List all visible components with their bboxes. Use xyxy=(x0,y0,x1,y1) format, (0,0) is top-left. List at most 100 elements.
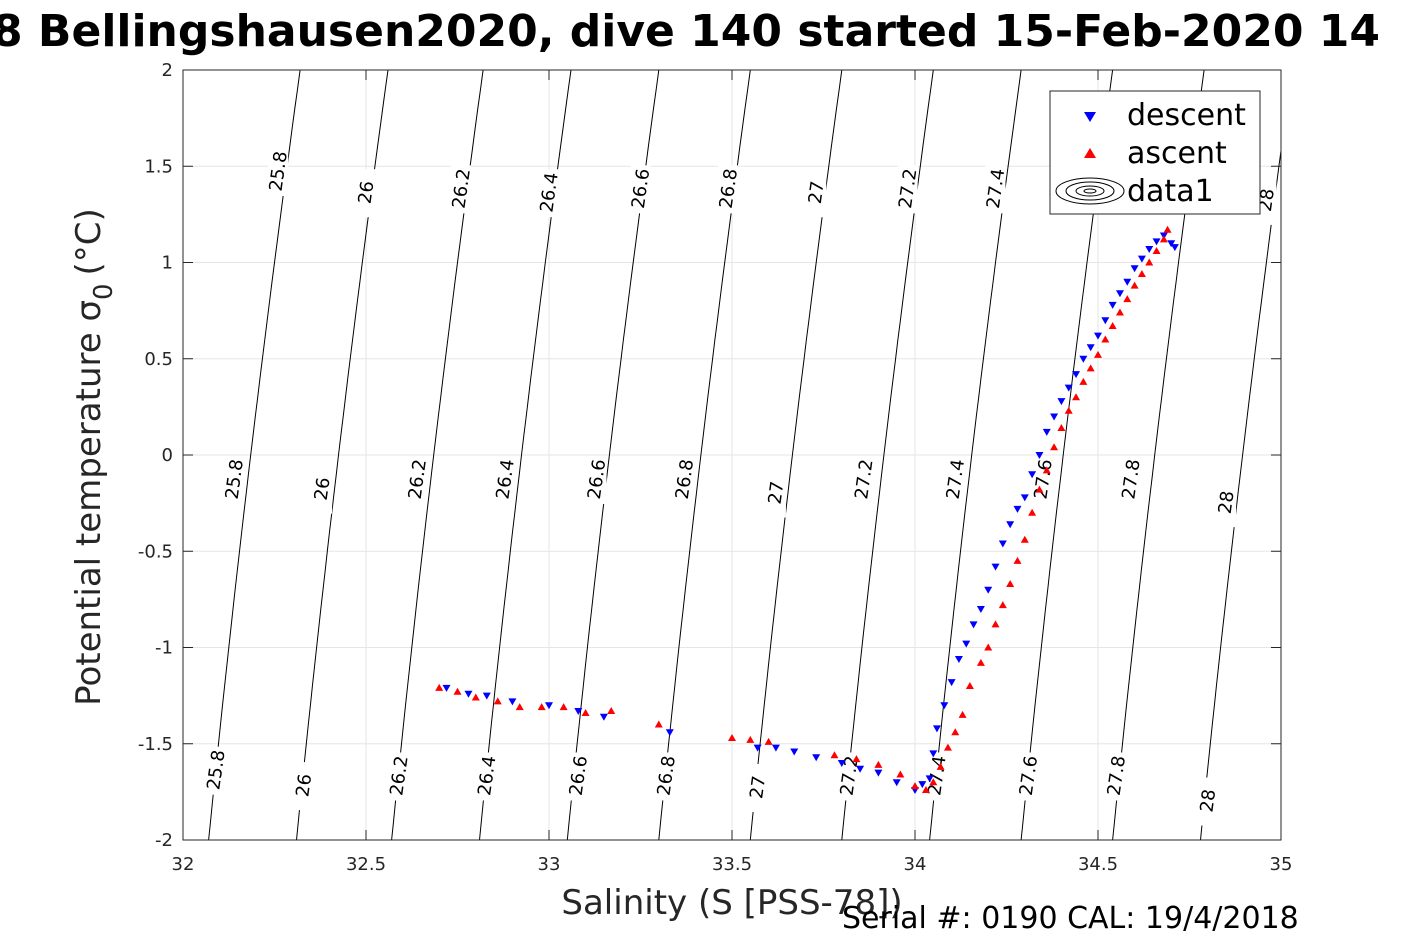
descent-point xyxy=(1130,265,1139,273)
ascent-point xyxy=(435,683,444,691)
ascent-point xyxy=(453,687,462,695)
descent-point xyxy=(1013,505,1022,513)
descent-point xyxy=(790,748,799,756)
isopycnal-label-bg xyxy=(586,456,607,505)
y-tick-label: 0.5 xyxy=(144,349,173,370)
isopycnal-label-bg xyxy=(1256,176,1277,225)
descent-point xyxy=(1079,355,1088,363)
isopycnal-label-bg xyxy=(674,456,695,505)
isopycnal-label-bg xyxy=(1120,456,1141,505)
y-tick-label: 0 xyxy=(162,445,173,466)
isopycnal-label-bg xyxy=(765,469,786,518)
x-tick-label: 33.5 xyxy=(712,854,752,875)
descent-point xyxy=(1028,471,1037,479)
ascent-point xyxy=(1163,225,1172,233)
x-tick-label: 32.5 xyxy=(346,854,386,875)
ascent-point xyxy=(607,707,616,715)
isopycnal-label-bg xyxy=(718,165,739,214)
ascent-point xyxy=(1115,308,1124,316)
x-tick-label: 34 xyxy=(904,854,927,875)
isopycnal-label-bg xyxy=(293,762,314,811)
isopycnal-label-bg xyxy=(312,465,333,514)
descent-point xyxy=(1020,494,1029,502)
descent-point xyxy=(925,775,934,783)
ascent-point xyxy=(991,620,1000,628)
ascent-point xyxy=(1101,335,1110,343)
descent-point xyxy=(998,540,1007,548)
ascent-point xyxy=(936,762,945,770)
y-tick-label: 2 xyxy=(162,60,173,81)
isopycnal-line xyxy=(208,70,301,840)
y-axis-label-unit: (°C) xyxy=(69,208,109,275)
descent-point xyxy=(665,729,674,737)
ascent-point xyxy=(1064,406,1073,414)
ascent-point xyxy=(1094,350,1102,358)
isopycnal-label-bg xyxy=(1216,479,1237,528)
ascent-point xyxy=(921,785,930,793)
ascent-point xyxy=(1159,235,1168,243)
y-tick-label: 1 xyxy=(162,253,173,274)
ascent-point xyxy=(896,770,905,778)
ascent-point xyxy=(1020,535,1029,543)
isopycnal-label-bg xyxy=(897,165,918,214)
descent-point xyxy=(464,690,473,698)
isopycnal-label: 28 xyxy=(1196,788,1220,814)
serial-cal-note: Serial #: 0190 CAL: 19/4/2018 xyxy=(842,901,1299,936)
descent-point xyxy=(574,708,583,716)
y-axis-label-main: Potential temperature σ xyxy=(69,300,109,706)
isopycnal-label-bg xyxy=(853,456,874,505)
descent-point xyxy=(962,640,971,648)
y-axis-label-sub: 0 xyxy=(89,283,119,300)
ascent-point xyxy=(1145,258,1154,266)
y-axis-label: Potential temperature σ0 (°C) xyxy=(69,208,119,706)
descent-point xyxy=(1072,371,1081,379)
ascent-point xyxy=(1042,466,1051,474)
ascent-point xyxy=(559,703,568,711)
ascent-point xyxy=(764,737,773,745)
y-tick-label: -1.5 xyxy=(138,734,173,755)
ascent-point xyxy=(1108,322,1117,330)
descent-point xyxy=(1108,301,1117,309)
ascent-point xyxy=(515,703,524,711)
ascent-point xyxy=(998,601,1007,609)
isopycnal-label-bg xyxy=(451,165,472,214)
isopycnal-label: 26 xyxy=(292,773,316,799)
ascent-point xyxy=(1130,281,1139,289)
ticks: 32 32.5 33 33.5 34 34.5 35 -2 -1.5 -1 -0.5 0 0.5 1 1.5… xyxy=(138,60,1293,875)
ascent-point xyxy=(1035,485,1044,493)
descent-point xyxy=(753,744,762,752)
isopycnal-label-bg xyxy=(926,752,947,801)
legend-box xyxy=(1049,90,1261,215)
isopycnal-label-bg xyxy=(205,746,226,795)
isopycnal-label: 28 xyxy=(1215,490,1239,516)
isopycnal-label-bg xyxy=(806,169,827,218)
ascent-point xyxy=(493,697,502,705)
isopycnal-label: 27 xyxy=(746,774,770,800)
ascent-point xyxy=(984,643,993,651)
chart-title: 8 Bellingshausen2020, dive 140 started 1… xyxy=(0,6,1380,57)
isopycnal-label-bg xyxy=(224,456,245,505)
y-tick-label: 1.5 xyxy=(144,156,173,177)
isopycnal-label-bg xyxy=(630,165,651,214)
ascent-point xyxy=(1152,246,1161,254)
legend-data1-label: data1 xyxy=(1127,174,1214,209)
ascent-point xyxy=(537,703,546,711)
descent-point xyxy=(976,606,985,613)
ascent-point xyxy=(581,708,590,716)
descent-point xyxy=(856,765,865,773)
descent-point xyxy=(1123,278,1132,286)
isopycnal-label-bg xyxy=(985,165,1006,214)
ascent-point xyxy=(1006,579,1015,587)
ascent-point xyxy=(976,658,985,666)
isopycnal-label-bg xyxy=(747,764,768,813)
descent-point xyxy=(1086,344,1095,352)
descent-point xyxy=(991,563,1000,571)
ascent-point xyxy=(1079,377,1088,385)
ascent-point xyxy=(951,728,960,736)
isopycnal-label-bg xyxy=(945,456,966,505)
isopycnal-label-bg xyxy=(388,752,409,801)
descent-point xyxy=(969,621,978,629)
descent-point xyxy=(1094,332,1102,340)
descent-point xyxy=(984,586,993,594)
